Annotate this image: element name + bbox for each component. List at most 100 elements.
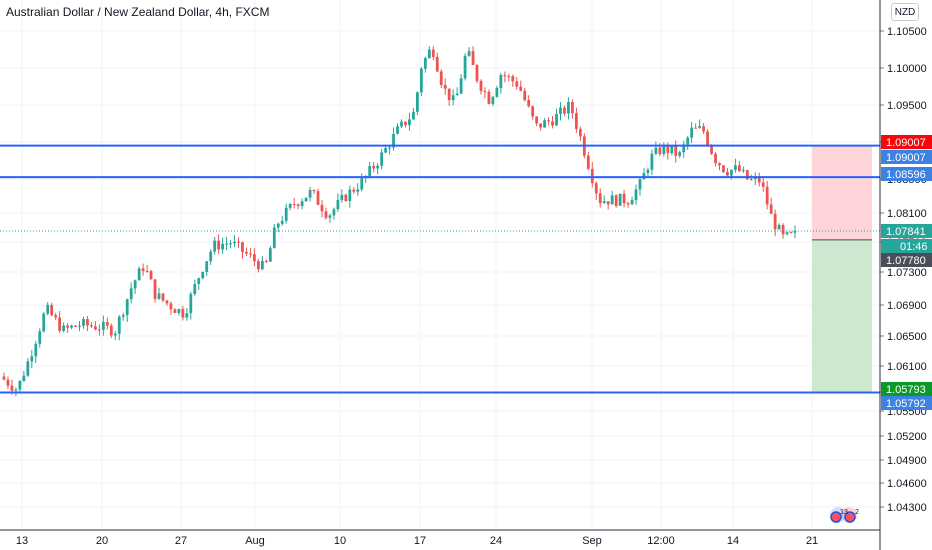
svg-text:3: 3 [844, 509, 848, 516]
candle-body [527, 99, 531, 107]
candle-body [769, 204, 773, 214]
candle-body [400, 121, 403, 127]
candle-body [471, 51, 475, 66]
currency-button[interactable]: NZD [891, 3, 919, 21]
candle-body [149, 271, 153, 280]
candle-body [105, 322, 109, 326]
candle-body [237, 241, 240, 243]
candles [2, 46, 797, 397]
candle-body [26, 361, 30, 376]
candle-body [463, 55, 467, 79]
candle-body [567, 102, 570, 114]
candle-body [519, 86, 523, 91]
candle-body [714, 153, 717, 164]
candle-body [539, 123, 543, 128]
candle-body [42, 313, 46, 332]
candle-body [185, 313, 189, 318]
candle-body [18, 380, 22, 390]
candle-body [221, 243, 225, 250]
candle-body [300, 201, 304, 206]
chart-title: Australian Dollar / New Zealand Dollar, … [6, 5, 270, 19]
price-tick-label: 1.06500 [887, 331, 927, 343]
candle-body [201, 271, 205, 279]
time-tick-label: 12:00 [647, 535, 675, 547]
candle-body [50, 304, 54, 316]
candle-body [129, 288, 133, 300]
candle-body [34, 343, 38, 357]
candle-body [733, 165, 737, 170]
candle-body [30, 356, 34, 362]
candle-body [66, 325, 69, 328]
candle-body [777, 225, 781, 230]
price-tick-label: 1.07300 [887, 267, 927, 279]
candle-body [427, 49, 431, 59]
reward-zone[interactable] [812, 239, 872, 393]
candle-body [121, 315, 125, 317]
candle-body [137, 268, 141, 281]
candle-body [563, 107, 566, 114]
candle-body [702, 126, 705, 132]
candle-body [360, 178, 364, 190]
candle-body [249, 253, 252, 255]
svg-text:2: 2 [855, 509, 859, 516]
candle-body [284, 207, 288, 221]
price-tag-line [881, 396, 932, 410]
candle-body [113, 333, 117, 336]
candle-body [706, 131, 709, 146]
risk-zone[interactable] [812, 145, 872, 240]
candle-body [646, 169, 650, 173]
candle-body [495, 88, 499, 97]
price-tag-line [881, 150, 932, 164]
candle-body [197, 278, 201, 284]
candle-body [761, 182, 765, 187]
candle-body [288, 204, 292, 208]
candle-body [70, 325, 73, 328]
price-tag-label: 1.07841 [886, 226, 926, 238]
time-tick-label: 13 [16, 535, 28, 547]
candle-body [773, 213, 777, 230]
candle-body [765, 186, 769, 205]
candle-body [97, 329, 101, 331]
svg-text:1: 1 [840, 509, 844, 516]
candle-body [686, 137, 690, 145]
time-tick-label: 21 [806, 535, 818, 547]
candle-body [368, 166, 372, 176]
candle-body [447, 88, 451, 101]
candle-body [2, 376, 6, 380]
candle-body [535, 116, 539, 124]
candle-body [594, 183, 598, 194]
candle-body [662, 144, 666, 154]
tradingview-logo-icon[interactable]: 1 3 2 [828, 505, 864, 525]
candle-body [730, 169, 733, 176]
candle-body [618, 193, 622, 206]
candle-body [678, 152, 682, 156]
candle-body [380, 152, 384, 166]
candle-body [189, 293, 193, 314]
candle-body [320, 204, 324, 212]
horizontal-lines[interactable] [0, 144, 880, 394]
candle-body [340, 194, 344, 200]
candle-body [606, 201, 610, 205]
candle-body [408, 119, 411, 126]
candle-body [507, 76, 511, 78]
candle-body [396, 126, 399, 134]
candle-body [348, 189, 352, 201]
candle-body [543, 120, 546, 128]
candle-body [737, 165, 741, 172]
candle-body [547, 120, 550, 122]
candle-body [630, 200, 634, 205]
price-tags: 1.09007 1.09007 1.08596 1.07841 01:46 1.07780… [881, 135, 932, 410]
candle-body [451, 95, 455, 101]
candle-body [324, 211, 328, 218]
candle-body [511, 76, 515, 82]
price-tick-label: 1.10000 [887, 63, 927, 75]
candle-body [745, 170, 749, 180]
candle-body [117, 316, 121, 334]
candle-body [578, 128, 582, 137]
candle-body [276, 223, 280, 228]
candle-body [217, 240, 221, 250]
candle-body [260, 260, 264, 270]
candle-body [626, 203, 630, 205]
candle-body [296, 204, 300, 206]
